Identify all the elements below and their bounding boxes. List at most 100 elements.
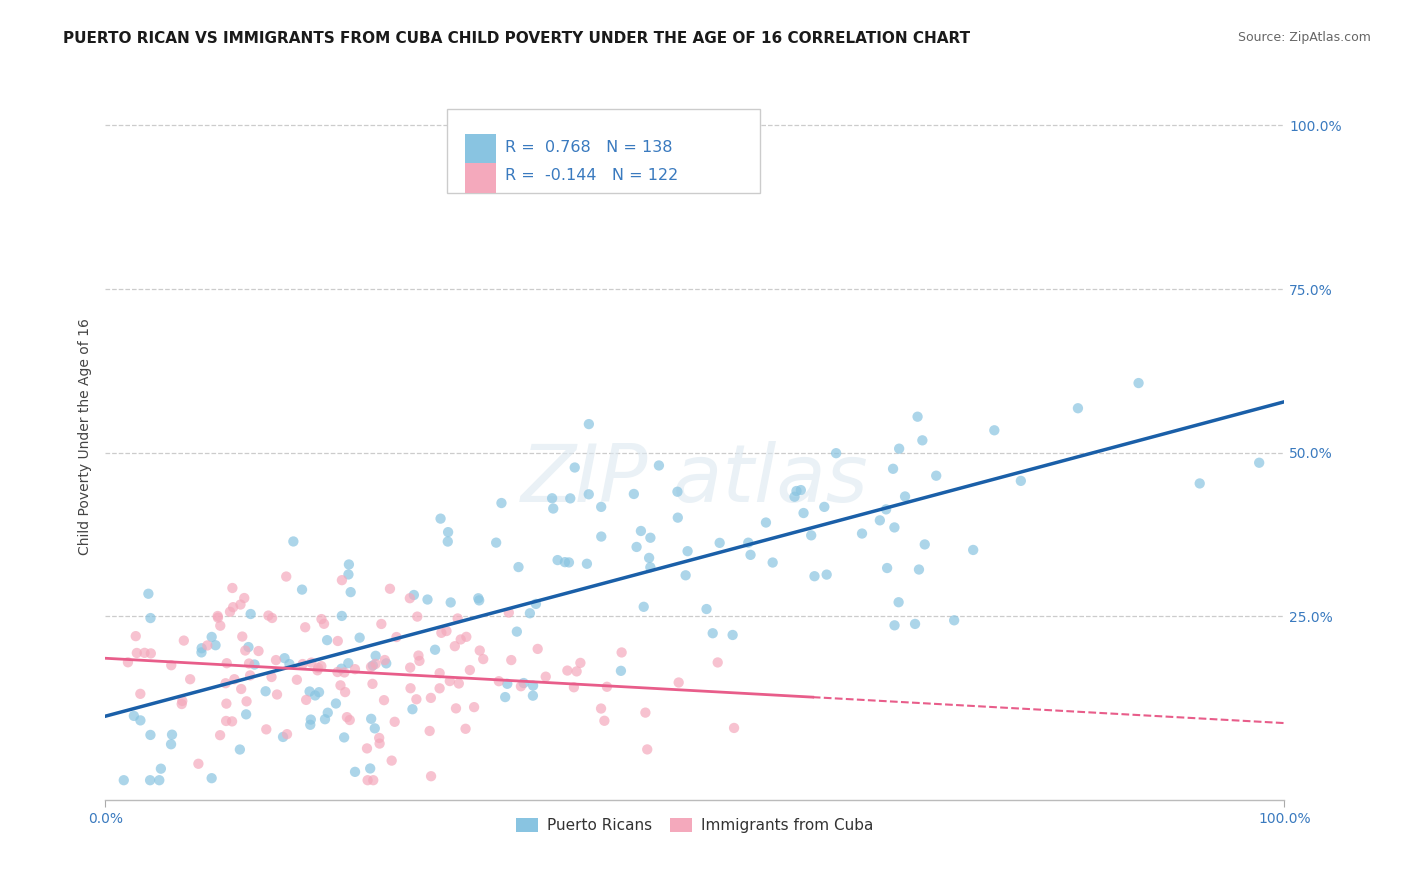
Point bbox=[463, 700, 485, 714]
Y-axis label: Child Poverty Under the Age of 16: Child Poverty Under the Age of 16 bbox=[79, 318, 93, 555]
Point bbox=[359, 762, 381, 776]
Point bbox=[623, 487, 645, 501]
Point bbox=[139, 611, 162, 625]
Point bbox=[333, 665, 356, 680]
Point bbox=[215, 657, 238, 671]
Point bbox=[190, 641, 212, 656]
Point bbox=[907, 409, 929, 424]
Point bbox=[467, 591, 489, 606]
Point bbox=[447, 676, 470, 690]
Point bbox=[558, 556, 581, 570]
Text: Source: ZipAtlas.com: Source: ZipAtlas.com bbox=[1237, 31, 1371, 45]
Point bbox=[375, 657, 398, 671]
Point bbox=[925, 468, 948, 483]
Point bbox=[402, 588, 425, 602]
Point bbox=[233, 643, 256, 657]
Point bbox=[201, 771, 224, 785]
Point bbox=[522, 689, 544, 703]
Point bbox=[709, 536, 731, 550]
Point bbox=[755, 516, 778, 530]
Point bbox=[264, 653, 287, 667]
Point bbox=[361, 677, 384, 691]
Text: R =  0.768   N = 138: R = 0.768 N = 138 bbox=[505, 140, 672, 155]
Point bbox=[610, 645, 633, 659]
Point bbox=[333, 731, 356, 745]
Point bbox=[224, 672, 246, 686]
Point bbox=[943, 613, 966, 627]
Point bbox=[209, 728, 232, 742]
Point bbox=[364, 648, 387, 663]
Point bbox=[541, 501, 564, 516]
Point bbox=[129, 714, 152, 728]
Legend: Puerto Ricans, Immigrants from Cuba: Puerto Ricans, Immigrants from Cuba bbox=[510, 812, 880, 839]
Point bbox=[883, 618, 905, 632]
Point bbox=[883, 520, 905, 534]
FancyBboxPatch shape bbox=[447, 110, 759, 193]
Point bbox=[266, 688, 288, 702]
Point bbox=[443, 639, 465, 653]
Point bbox=[311, 659, 333, 673]
Point bbox=[851, 526, 873, 541]
Point bbox=[498, 606, 520, 620]
Point bbox=[254, 723, 277, 737]
Point bbox=[239, 668, 262, 682]
Point bbox=[803, 569, 825, 583]
Point bbox=[541, 491, 564, 506]
Point bbox=[271, 730, 294, 744]
Point bbox=[276, 569, 298, 583]
Point bbox=[207, 609, 229, 624]
Point bbox=[790, 483, 813, 497]
Point bbox=[444, 701, 467, 715]
Point bbox=[723, 721, 745, 735]
Point bbox=[512, 676, 534, 690]
Point bbox=[378, 582, 401, 596]
Point bbox=[364, 657, 387, 671]
Point bbox=[170, 697, 193, 711]
Point bbox=[299, 713, 322, 727]
Point bbox=[785, 483, 807, 498]
Point bbox=[299, 718, 322, 732]
Point bbox=[554, 555, 576, 569]
Point bbox=[519, 607, 541, 621]
Point bbox=[589, 701, 612, 715]
Point bbox=[458, 663, 481, 677]
Point bbox=[214, 676, 236, 690]
Point bbox=[231, 681, 253, 696]
Point bbox=[257, 608, 280, 623]
Point bbox=[666, 510, 689, 524]
Point bbox=[294, 620, 316, 634]
Point bbox=[368, 737, 391, 751]
Text: ZIP atlas: ZIP atlas bbox=[522, 441, 869, 519]
Point bbox=[299, 656, 322, 670]
Point bbox=[221, 714, 243, 729]
Point bbox=[1010, 474, 1032, 488]
Point bbox=[381, 754, 404, 768]
Point bbox=[333, 685, 356, 699]
Point bbox=[129, 687, 152, 701]
Point bbox=[401, 702, 423, 716]
Point bbox=[562, 680, 585, 694]
Point bbox=[534, 670, 557, 684]
Point bbox=[330, 662, 353, 676]
Point bbox=[291, 582, 314, 597]
Point bbox=[869, 513, 891, 527]
Point bbox=[260, 670, 283, 684]
Point bbox=[439, 674, 461, 689]
Point bbox=[596, 680, 619, 694]
Point bbox=[633, 599, 655, 614]
Point bbox=[344, 764, 367, 779]
Point bbox=[420, 769, 443, 783]
Point bbox=[675, 568, 697, 582]
Text: PUERTO RICAN VS IMMIGRANTS FROM CUBA CHILD POVERTY UNDER THE AGE OF 16 CORRELATI: PUERTO RICAN VS IMMIGRANTS FROM CUBA CHI… bbox=[63, 31, 970, 46]
Point bbox=[304, 689, 326, 703]
Point bbox=[316, 706, 339, 720]
Point bbox=[423, 642, 446, 657]
Point bbox=[215, 714, 238, 728]
Point bbox=[330, 609, 353, 624]
Point bbox=[204, 638, 226, 652]
Point bbox=[983, 423, 1005, 437]
Point bbox=[430, 625, 453, 640]
Point bbox=[914, 537, 936, 551]
Point bbox=[368, 731, 391, 745]
Point bbox=[815, 567, 838, 582]
